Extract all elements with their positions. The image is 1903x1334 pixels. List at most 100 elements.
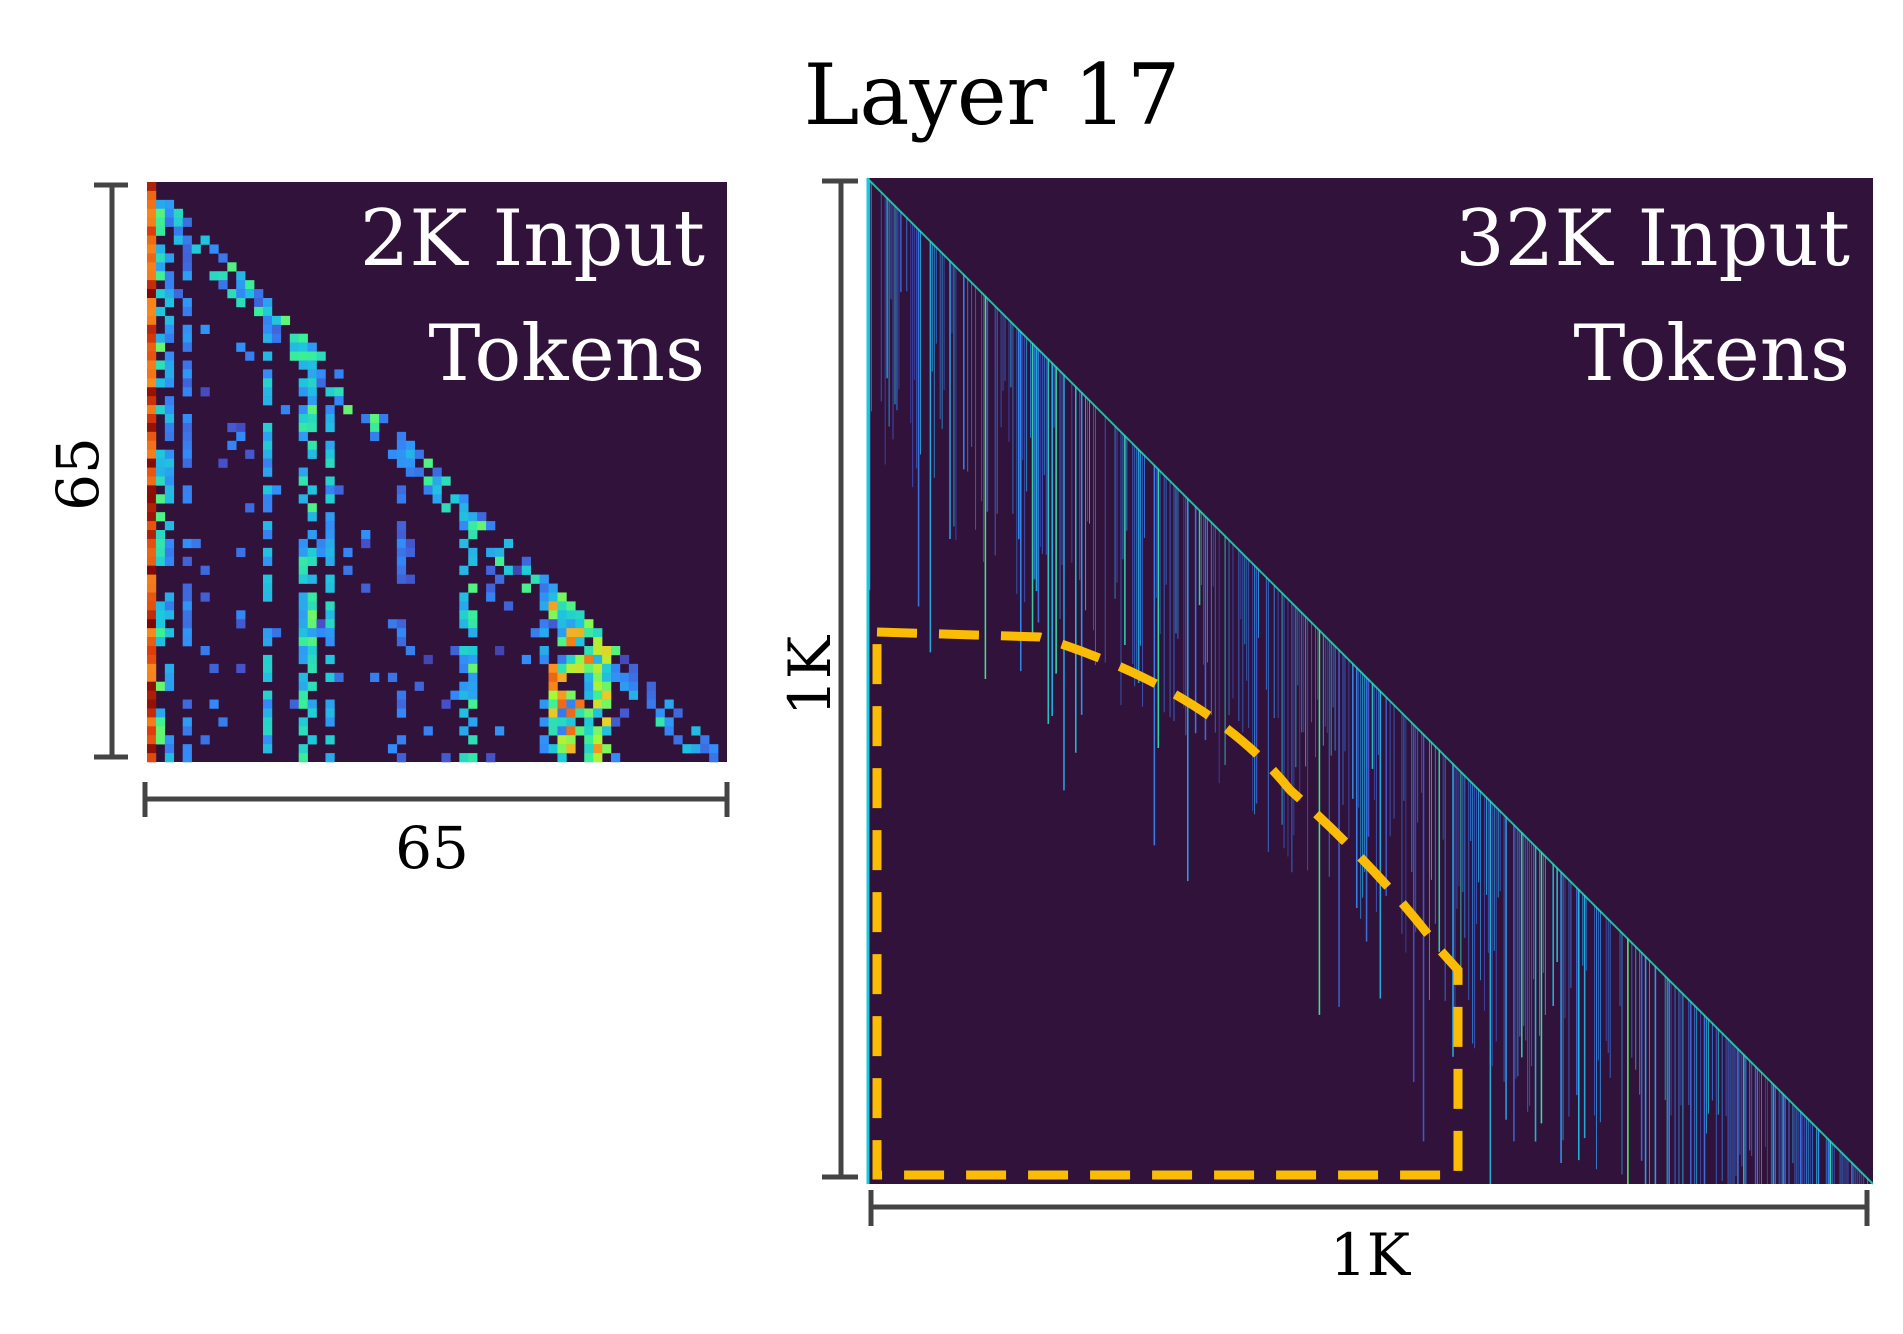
small-heatmap-cell — [182, 726, 192, 736]
small-heatmap-cell — [147, 226, 157, 236]
small-heatmap-cell — [147, 190, 157, 201]
large-heatmap-cells — [866, 177, 1874, 1185]
small-heatmap-cell — [325, 476, 335, 486]
small-heatmap-cell — [602, 654, 612, 665]
small-heatmap-cell — [486, 592, 496, 602]
small-heatmap-cell — [468, 681, 478, 691]
small-heatmap-cell — [147, 253, 157, 263]
small-heatmap-cell — [263, 583, 273, 593]
small-heatmap-cell — [298, 690, 308, 700]
small-heatmap-cell — [503, 601, 514, 611]
small-heatmap-cell — [218, 253, 228, 263]
small-heatmap-cell — [316, 619, 326, 629]
small-heatmap-cell — [307, 663, 317, 674]
small-heatmap-cell — [307, 610, 317, 620]
small-heatmap-cell — [164, 253, 175, 263]
small-heatmap-cell — [405, 440, 415, 450]
small-heatmap-cell — [557, 690, 567, 700]
small-heatmap-cell — [459, 538, 469, 549]
small-heatmap-cell — [155, 619, 166, 629]
small-heatmap-cell — [584, 663, 594, 674]
small-heatmap-cell — [236, 280, 246, 290]
small-heatmap-cell — [236, 663, 246, 674]
small-heatmap-cell — [575, 708, 585, 718]
small-heatmap-cell — [164, 369, 175, 379]
small-heatmap-cell — [164, 315, 175, 326]
small-heatmap-cell — [298, 574, 308, 584]
small-heatmap-cell — [298, 637, 308, 647]
small-heatmap-cell — [147, 217, 157, 227]
small-heatmap-cell — [664, 717, 674, 727]
small-heatmap-cell — [539, 601, 549, 611]
small-heatmap-cell — [566, 637, 576, 647]
small-heatmap-cell — [263, 663, 273, 674]
small-heatmap-cell — [147, 333, 157, 343]
small-heatmap-cell — [164, 556, 175, 566]
small-heatmap-cell — [370, 414, 380, 424]
small-heatmap-cell — [200, 235, 210, 245]
small-heatmap-cell — [548, 690, 558, 700]
small-heatmap-cell — [593, 663, 603, 674]
small-heatmap-cell — [602, 672, 612, 682]
small-heatmap-cell — [298, 699, 308, 709]
small-heatmap-cell — [164, 289, 175, 299]
small-heatmap-cell — [182, 324, 192, 334]
small-heatmap-cell — [325, 610, 335, 620]
small-heatmap-cell — [298, 422, 308, 433]
small-heatmap-cell — [566, 663, 576, 674]
small-heatmap-cell — [468, 699, 478, 709]
small-heatmap-cell — [164, 208, 175, 218]
small-heatmap-cell — [602, 744, 612, 754]
small-heatmap-cell — [709, 753, 719, 763]
small-heatmap-cell — [263, 387, 273, 397]
small-heatmap-cell — [396, 440, 407, 450]
small-heatmap-cell — [566, 726, 576, 736]
small-heatmap-cell — [227, 440, 237, 450]
small-heatmap-cell — [557, 726, 567, 736]
large-y-dim-label: 1K — [776, 634, 844, 716]
small-heatmap-cell — [468, 610, 478, 620]
small-heatmap-cell — [307, 628, 317, 638]
small-heatmap-cell — [298, 414, 308, 424]
small-heatmap-cell — [147, 431, 157, 442]
small-heatmap-cell — [557, 637, 567, 647]
small-heatmap-cell — [155, 556, 166, 566]
small-heatmap-cell — [396, 485, 407, 495]
small-heatmap-cell — [164, 663, 175, 674]
small-heatmap-cell — [414, 449, 424, 459]
small-heatmap-cell — [155, 494, 166, 504]
small-heatmap-cell — [593, 672, 603, 682]
small-heatmap-cell — [271, 324, 282, 334]
small-heatmap-cell — [593, 628, 603, 638]
small-heatmap-cell — [155, 208, 166, 218]
small-heatmap-cell — [530, 574, 540, 584]
small-heatmap-cell — [307, 592, 317, 602]
small-heatmap-cell — [209, 699, 219, 709]
small-heatmap-cell — [147, 583, 157, 593]
small-heatmap-cell — [147, 574, 157, 584]
small-heatmap-cell — [147, 244, 157, 254]
small-heatmap-cell — [147, 565, 157, 575]
small-heatmap-cell — [370, 422, 380, 433]
small-heatmap-cell — [575, 610, 585, 620]
small-heatmap-cell — [682, 744, 692, 754]
small-heatmap-cell — [147, 628, 157, 638]
small-heatmap-cell — [548, 726, 558, 736]
small-heatmap-cell — [396, 494, 407, 504]
small-heatmap-cell — [173, 217, 183, 227]
small-heatmap-cell — [271, 485, 282, 495]
small-heatmap-cell — [414, 681, 424, 691]
small-heatmap-cell — [459, 619, 469, 629]
small-heatmap-cell — [236, 271, 246, 281]
small-heatmap-cell — [164, 672, 175, 682]
small-heatmap-cell — [459, 681, 469, 691]
large-heatmap-label-line2: Tokens — [1573, 309, 1850, 399]
small-heatmap-cell — [263, 422, 273, 433]
small-heatmap-cell — [441, 699, 451, 709]
small-heatmap-cell — [147, 690, 157, 700]
small-heatmap-cell — [593, 708, 603, 718]
small-heatmap-cell — [316, 628, 326, 638]
small-heatmap-cell — [441, 503, 451, 513]
small-heatmap-cell — [334, 369, 344, 379]
